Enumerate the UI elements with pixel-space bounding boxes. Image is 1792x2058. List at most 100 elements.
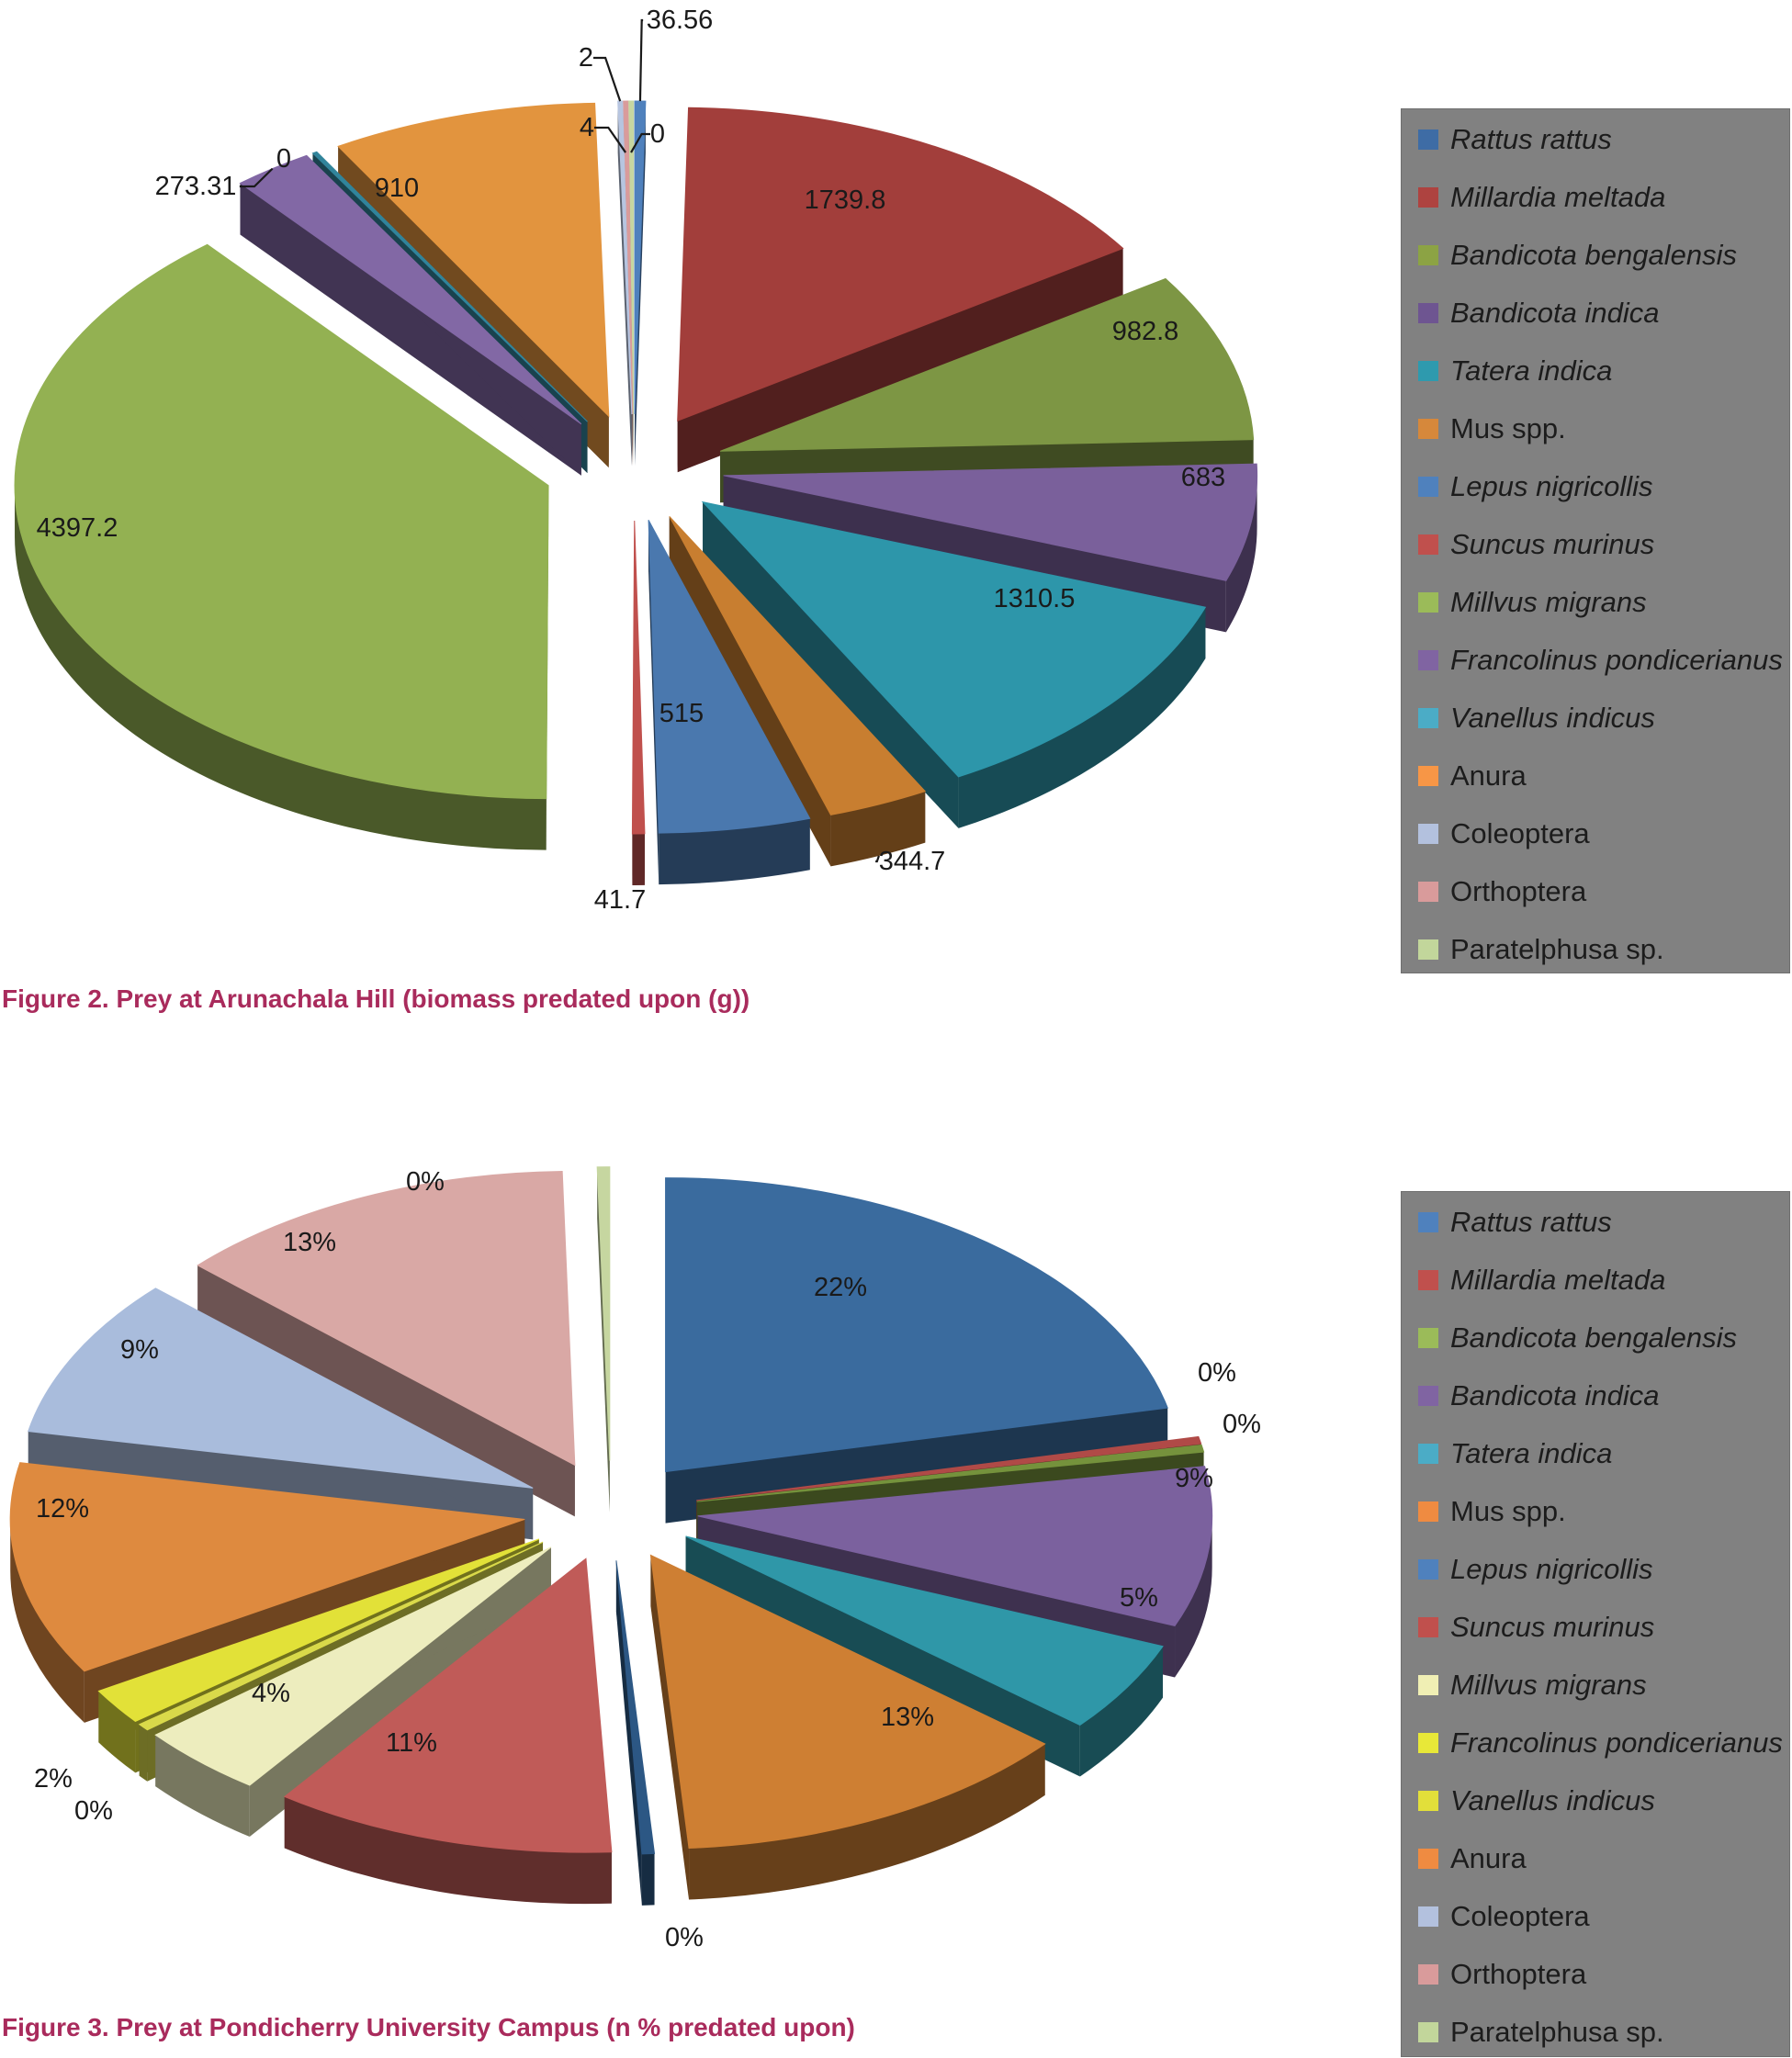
legend-label: Francolinus pondicerianus	[1450, 1726, 1783, 1759]
legend-item-vanellus-indicus: Vanellus indicus	[1418, 1771, 1789, 1829]
legend-item-tatera-indica: Tatera indica	[1418, 342, 1789, 399]
slice-rim	[10, 1519, 85, 1723]
slice-side-wall	[597, 1166, 610, 1513]
legend-item-suncus-murinus: Suncus murinus	[1418, 515, 1789, 573]
slice-rim	[641, 1853, 655, 1906]
legend-label: Tatera indica	[1450, 1436, 1613, 1469]
legend-label: Paratelphusa sp.	[1450, 932, 1664, 965]
slice-rim	[659, 818, 810, 885]
legend-swatch-millvus-migrans	[1418, 591, 1438, 613]
legend-label: Mus spp.	[1450, 411, 1566, 444]
legend-item-millvus-migrans: Millvus migrans	[1418, 1656, 1789, 1714]
legend-swatch-anura	[1418, 1848, 1438, 1869]
pie-slice-orthoptera	[197, 1171, 576, 1517]
slice-top	[596, 1166, 611, 1461]
slice-label-paratelphusa-sp: 0	[650, 119, 665, 149]
legend-label: Millardia meltada	[1450, 180, 1666, 213]
legend-item-bandicota-bengalensis: Bandicota bengalensis	[1418, 1309, 1789, 1366]
legend-swatch-tatera-indica	[1418, 360, 1438, 381]
slice-rim	[1175, 1515, 1212, 1678]
slice-top	[685, 1535, 1164, 1726]
legend-swatch-francolinus-pondicerianus	[1418, 649, 1438, 670]
legend-swatch-bandicota-bengalensis	[1418, 244, 1438, 265]
pie-slice-millardia-meltada	[677, 107, 1124, 473]
pie-slice-lepus-nigricollis	[648, 519, 811, 885]
slice-label-lepus-nigricollis: 0%	[665, 1923, 704, 1952]
slice-top	[337, 102, 610, 418]
legend-swatch-lepus-nigricollis	[1418, 1558, 1438, 1580]
slice-top	[239, 154, 582, 425]
slice-top	[97, 1538, 539, 1723]
legend-item-paratelphusa-sp: Paratelphusa sp.	[1418, 2003, 1789, 2058]
slice-side-wall	[615, 1560, 642, 1906]
slice-rim	[155, 1735, 250, 1838]
slice-label-millvus-migrans: 4397.2	[37, 513, 118, 543]
legend-swatch-suncus-murinus	[1418, 534, 1438, 555]
legend-item-bandicota-bengalensis: Bandicota bengalensis	[1418, 226, 1789, 284]
legend-swatch-rattus-rattus	[1418, 129, 1438, 150]
slice-top	[197, 1171, 576, 1467]
legend-label: Suncus murinus	[1450, 527, 1655, 560]
legend-item-vanellus-indicus: Vanellus indicus	[1418, 689, 1789, 747]
legend-swatch-paratelphusa-sp	[1418, 939, 1438, 960]
figure2-caption: Figure 2. Prey at Arunachala Hill (bioma…	[2, 984, 750, 1013]
legend-swatch-millvus-migrans	[1418, 1674, 1438, 1695]
pie-slice-mus-spp	[649, 1554, 1046, 1900]
legend-label: Orthoptera	[1450, 1957, 1587, 1990]
slice-label-suncus-murinus: 41.7	[594, 885, 646, 915]
slice-side-wall	[677, 248, 1123, 473]
slice-label-millardia-meltada: 0%	[1198, 1358, 1236, 1388]
legend-item-orthoptera: Orthoptera	[1418, 862, 1789, 920]
slice-label-lepus-nigricollis: 515	[659, 699, 704, 728]
legend-swatch-bandicota-indica	[1418, 1385, 1438, 1406]
label-leader-line	[875, 855, 880, 863]
slice-label-bandicota-indica: 683	[1181, 463, 1225, 492]
legend-swatch-anura	[1418, 765, 1438, 786]
slice-top	[627, 100, 635, 415]
legend-item-bandicota-indica: Bandicota indica	[1418, 284, 1789, 342]
legend-swatch-bandicota-indica	[1418, 302, 1438, 323]
legend-label: Paratelphusa sp.	[1450, 2015, 1664, 2048]
legend-label: Millardia meltada	[1450, 1263, 1666, 1296]
slice-top	[617, 100, 633, 415]
slice-rim	[98, 1691, 136, 1773]
slice-side-wall	[617, 101, 632, 467]
slice-label-mus-spp: 344.7	[879, 847, 946, 876]
slice-top	[9, 1462, 525, 1672]
legend-label: Bandicota bengalensis	[1450, 238, 1737, 271]
slice-label-rattus-rattus: 22%	[814, 1273, 867, 1302]
slice-rim	[689, 1743, 1045, 1900]
slice-top	[14, 243, 549, 800]
slice-label-orthoptera: 13%	[283, 1228, 336, 1257]
slice-side-wall	[669, 516, 831, 867]
slice-rim	[830, 791, 926, 867]
slice-label-mus-spp: 13%	[881, 1703, 934, 1732]
legend-label: Lepus nigricollis	[1450, 469, 1653, 502]
pie-slice-coleoptera	[28, 1288, 534, 1540]
legend-swatch-millardia-meltada	[1418, 1269, 1438, 1290]
legend-item-mus-spp: Mus spp.	[1418, 399, 1789, 457]
slice-top	[28, 1288, 534, 1489]
legend-item-bandicota-indica: Bandicota indica	[1418, 1366, 1789, 1424]
slice-top	[723, 463, 1258, 581]
legend-item-mus-spp: Mus spp.	[1418, 1482, 1789, 1540]
slice-side-wall	[98, 1538, 539, 1743]
slice-rim	[632, 833, 645, 885]
legend-item-orthoptera: Orthoptera	[1418, 1945, 1789, 2003]
slice-top	[696, 1435, 1202, 1501]
label-leader-line	[239, 167, 274, 188]
legend-item-millvus-migrans: Millvus migrans	[1418, 573, 1789, 631]
legend-label: Coleoptera	[1450, 816, 1590, 849]
slice-top	[697, 1466, 1213, 1627]
pie-slice-suncus-murinus	[631, 520, 646, 885]
pie-slice-suncus-murinus	[283, 1558, 613, 1905]
slice-rim	[1225, 475, 1257, 633]
legend-label: Vanellus indicus	[1450, 701, 1655, 734]
pie-slice-francolinus-pondicerianus	[239, 154, 582, 476]
legend-item-tatera-indica: Tatera indica	[1418, 1424, 1789, 1482]
legend-label: Francolinus pondicerianus	[1450, 643, 1783, 676]
legend-label: Mus spp.	[1450, 1494, 1566, 1527]
slice-top	[623, 100, 634, 415]
legend-item-francolinus-pondicerianus: Francolinus pondicerianus	[1418, 631, 1789, 689]
legend-label: Anura	[1450, 759, 1527, 792]
